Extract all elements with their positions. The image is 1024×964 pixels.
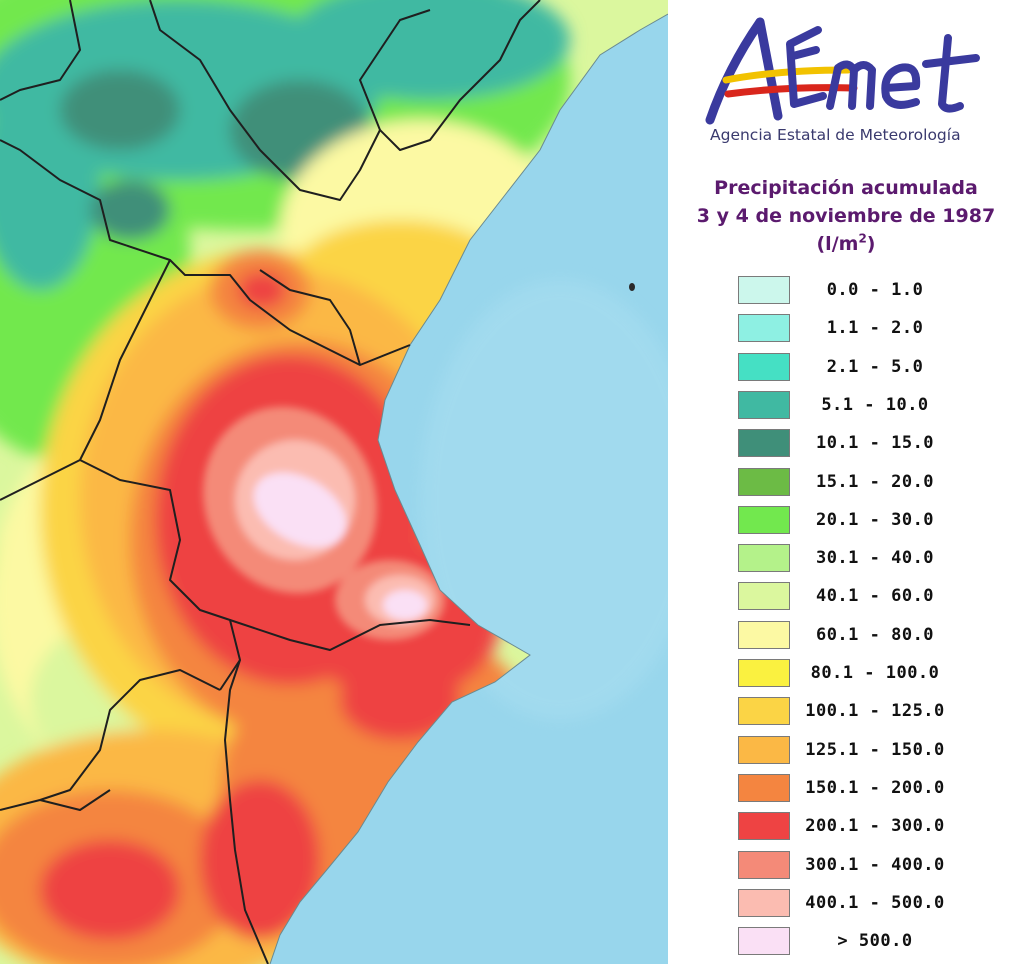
- legend-swatch: [738, 352, 790, 381]
- legend-item: 10.1 - 15.0: [738, 429, 1018, 459]
- legend-item: 40.1 - 60.0: [738, 582, 1018, 612]
- legend-item: 0.0 - 1.0: [738, 276, 1018, 306]
- legend-label: 15.1 - 20.0: [815, 471, 935, 492]
- title-line-2: 3 y 4 de noviembre de 1987: [696, 205, 996, 227]
- legend-label: 200.1 - 300.0: [805, 816, 945, 837]
- legend-swatch: [738, 390, 790, 419]
- legend-item: 125.1 - 150.0: [738, 735, 1018, 766]
- legend-label: 2.1 - 5.0: [826, 356, 924, 377]
- legend-item: 2.1 - 5.0: [738, 352, 1018, 383]
- legend-swatch: [738, 697, 790, 726]
- legend-label: 0.0 - 1.0: [826, 280, 924, 300]
- legend-label: 40.1 - 60.0: [815, 586, 935, 607]
- legend-label: 100.1 - 125.0: [805, 701, 945, 722]
- legend-item: 80.1 - 100.0: [738, 659, 1018, 689]
- legend-swatch: [738, 773, 790, 802]
- legend-label: 5.1 - 10.0: [821, 394, 929, 415]
- legend-swatch: [738, 888, 790, 917]
- legend-swatch: [738, 467, 790, 496]
- legend-label: > 500.0: [837, 931, 913, 952]
- legend-swatch: [738, 620, 790, 649]
- legend-label: 1.1 - 2.0: [826, 318, 924, 339]
- legend-swatch: [738, 735, 790, 764]
- legend-item: > 500.0: [738, 927, 1018, 957]
- coastline: [269, 13, 668, 964]
- legend-panel: Agencia Estatal de Meteorología Precipit…: [668, 0, 1024, 964]
- legend-swatch: [738, 276, 790, 304]
- aemet-logo: [705, 17, 980, 125]
- legend-label: 400.1 - 500.0: [805, 892, 945, 913]
- unit-label: (l/m2): [816, 231, 876, 255]
- legend-item: 100.1 - 125.0: [738, 697, 1018, 727]
- legend-swatch: [738, 927, 790, 956]
- legend-item: 300.1 - 400.0: [738, 850, 1018, 881]
- legend-swatch: [738, 314, 790, 343]
- legend-label: 125.1 - 150.0: [805, 739, 945, 760]
- province-borders: [0, 0, 541, 964]
- agency-name: Agencia Estatal de Meteorología: [710, 126, 961, 144]
- legend-swatch: [738, 429, 790, 458]
- legend-item: 150.1 - 200.0: [738, 773, 1018, 804]
- legend-item: 30.1 - 40.0: [738, 544, 1018, 574]
- legend-label: 30.1 - 40.0: [815, 548, 935, 569]
- legend-swatch: [738, 812, 790, 841]
- legend-label: 80.1 - 100.0: [810, 663, 940, 683]
- legend-swatch: [738, 544, 790, 573]
- legend-label: 150.1 - 200.0: [805, 777, 945, 798]
- land-precipitation: [0, 0, 668, 964]
- legend-item: 1.1 - 2.0: [738, 314, 1018, 344]
- legend-swatch: [738, 582, 790, 611]
- legend-label: 10.1 - 15.0: [815, 433, 935, 454]
- island: [629, 283, 635, 291]
- legend-item: 400.1 - 500.0: [738, 888, 1018, 919]
- legend-item: 15.1 - 20.0: [738, 467, 1018, 498]
- legend-label: 20.1 - 30.0: [815, 509, 935, 530]
- title-line-1: Precipitación acumulada: [714, 177, 978, 199]
- legend-swatch: [738, 659, 790, 687]
- map-title: Precipitación acumulada 3 y 4 de noviemb…: [668, 174, 1024, 258]
- legend-label: 60.1 - 80.0: [815, 624, 935, 645]
- legend-swatch: [738, 850, 790, 879]
- legend-label: 300.1 - 400.0: [805, 854, 945, 875]
- legend-item: 60.1 - 80.0: [738, 620, 1018, 651]
- legend-swatch: [738, 505, 790, 534]
- legend-item: 200.1 - 300.0: [738, 812, 1018, 842]
- precipitation-map: [0, 0, 668, 964]
- legend-item: 20.1 - 30.0: [738, 505, 1018, 536]
- legend-item: 5.1 - 10.0: [738, 390, 1018, 421]
